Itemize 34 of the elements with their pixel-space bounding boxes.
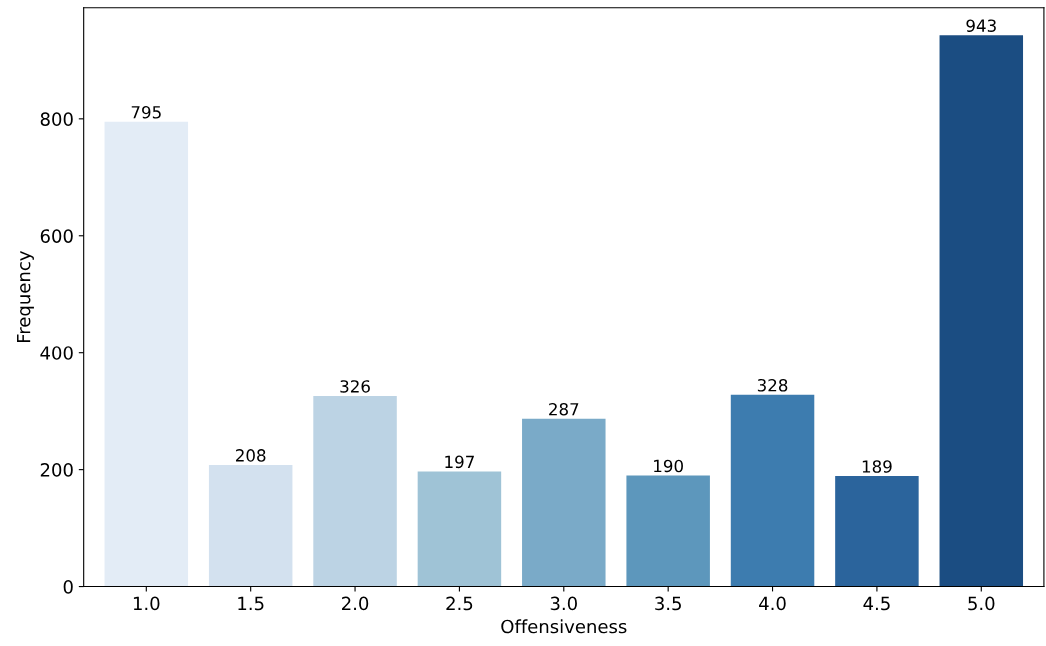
y-tick-label: 800 xyxy=(40,112,73,126)
y-tick-label: 600 xyxy=(40,229,73,243)
data-label: 328 xyxy=(757,378,788,392)
data-label: 287 xyxy=(549,402,579,416)
x-tick-label: 4.5 xyxy=(863,596,890,611)
x-axis-title: Offensiveness xyxy=(501,619,627,634)
x-tick-label: 4.0 xyxy=(759,596,786,611)
x-tick-label: 1.5 xyxy=(238,596,264,611)
x-tick-label: 2.0 xyxy=(342,596,369,611)
bar xyxy=(104,121,189,587)
y-tick-label: 200 xyxy=(40,463,73,477)
x-tick-label: 3.0 xyxy=(550,596,577,611)
data-label: 208 xyxy=(235,449,266,462)
bar xyxy=(835,476,919,587)
data-label: 189 xyxy=(862,460,892,473)
bar xyxy=(208,464,293,587)
x-tick-label: 5.0 xyxy=(968,596,995,611)
data-label: 197 xyxy=(445,455,474,469)
x-tick-label: 3.5 xyxy=(655,596,681,611)
y-tick-label: 400 xyxy=(40,346,73,360)
data-label: 190 xyxy=(654,459,683,473)
bar xyxy=(939,35,1024,587)
data-label: 326 xyxy=(340,380,370,393)
y-axis-title: Frequency xyxy=(17,251,34,343)
bar xyxy=(522,418,606,587)
bar xyxy=(417,471,502,587)
bar xyxy=(626,475,710,587)
x-tick-label: 2.5 xyxy=(446,596,473,611)
data-label: 943 xyxy=(966,19,996,32)
bar xyxy=(730,394,815,587)
y-tick-label: 0 xyxy=(63,580,73,594)
data-label: 795 xyxy=(131,105,161,119)
x-tick-label: 1.0 xyxy=(133,596,160,611)
bar xyxy=(313,395,397,587)
